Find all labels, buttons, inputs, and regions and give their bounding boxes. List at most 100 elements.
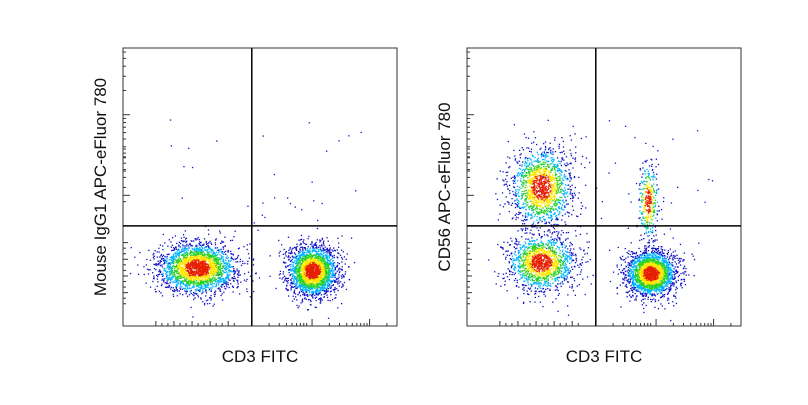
event-dot [190, 244, 192, 246]
event-dot [190, 260, 192, 262]
event-dot [331, 276, 333, 279]
event-dot [184, 290, 186, 292]
event-dot [304, 283, 306, 285]
event-dot [281, 278, 283, 280]
event-dot [198, 252, 200, 254]
event-dot [305, 276, 307, 278]
event-dot [262, 202, 264, 204]
event-dot [155, 264, 157, 266]
event-dot [198, 272, 200, 275]
event-dot [195, 275, 197, 278]
event-dot [325, 284, 327, 286]
event-dot [197, 245, 199, 247]
event-dot [307, 288, 309, 290]
event-dot [326, 253, 328, 255]
event-dot [324, 262, 326, 265]
event-dot [192, 259, 194, 261]
event-dot [188, 279, 191, 281]
event-dot [218, 262, 220, 264]
event-dot [309, 291, 311, 294]
event-dot [309, 252, 311, 254]
event-dot [178, 265, 180, 268]
event-dot [191, 256, 194, 258]
event-dot [300, 246, 302, 249]
event-dot [193, 254, 195, 256]
event-dot [215, 270, 217, 272]
event-dot [338, 242, 340, 244]
event-dot [143, 273, 145, 276]
event-dot [219, 290, 221, 292]
event-dot [308, 275, 310, 277]
event-dot [302, 257, 304, 259]
event-dot [300, 234, 303, 237]
event-dot [156, 274, 158, 276]
event-dot [237, 276, 239, 278]
event-dot [179, 293, 181, 295]
event-dot [172, 295, 175, 297]
event-dot [230, 256, 233, 258]
event-dot [207, 257, 209, 259]
event-dot [173, 261, 175, 263]
event-dot [182, 266, 184, 268]
event-dot [174, 257, 176, 260]
event-dot [180, 248, 183, 250]
event-dot [296, 299, 298, 301]
event-dot [337, 281, 339, 283]
event-dot [309, 243, 312, 246]
event-dot [301, 279, 303, 281]
event-dot [298, 266, 301, 269]
event-dot [189, 268, 191, 270]
event-dot [315, 261, 318, 263]
event-dot [200, 266, 202, 268]
event-dot [161, 279, 163, 281]
event-dot [287, 236, 290, 238]
event-dot [203, 270, 206, 273]
event-dot [188, 260, 191, 262]
event-dot [337, 257, 339, 259]
event-dot [328, 283, 331, 286]
event-dot [202, 257, 204, 259]
event-dot [327, 266, 330, 268]
event-dot [190, 250, 192, 253]
event-dot [186, 267, 189, 269]
event-dot [321, 268, 323, 270]
event-dot [180, 250, 183, 252]
event-dot [298, 255, 300, 257]
event-dot [310, 261, 312, 263]
event-dot [298, 285, 301, 288]
event-dot [214, 268, 216, 270]
event-dot [306, 275, 308, 277]
event-dot [329, 291, 331, 293]
event-dot [175, 286, 178, 289]
event-dot [203, 270, 206, 272]
event-dot [187, 276, 190, 278]
event-dot [320, 276, 322, 278]
event-dot [336, 264, 339, 266]
event-dot [338, 252, 340, 255]
event-dot [232, 291, 234, 293]
event-dot [294, 276, 296, 278]
event-dot [287, 259, 290, 261]
event-dot [202, 265, 204, 267]
event-dot [312, 246, 314, 249]
event-dot [186, 278, 189, 280]
event-dot [314, 306, 316, 308]
event-dot [316, 278, 318, 280]
event-dot [269, 275, 271, 277]
event-dot [302, 282, 304, 285]
event-dot [324, 255, 326, 257]
event-dot [322, 283, 324, 285]
event-dot [216, 249, 218, 251]
event-dot [197, 252, 199, 254]
event-dot [218, 288, 220, 290]
event-dot [225, 269, 227, 271]
event-dot [320, 252, 322, 254]
event-dot [200, 261, 202, 263]
event-dot [317, 294, 319, 296]
event-dot [338, 285, 340, 287]
event-dot [305, 265, 307, 267]
event-dot [165, 275, 168, 277]
event-dot [211, 256, 213, 258]
event-dot [316, 293, 318, 296]
event-dot [323, 269, 325, 271]
